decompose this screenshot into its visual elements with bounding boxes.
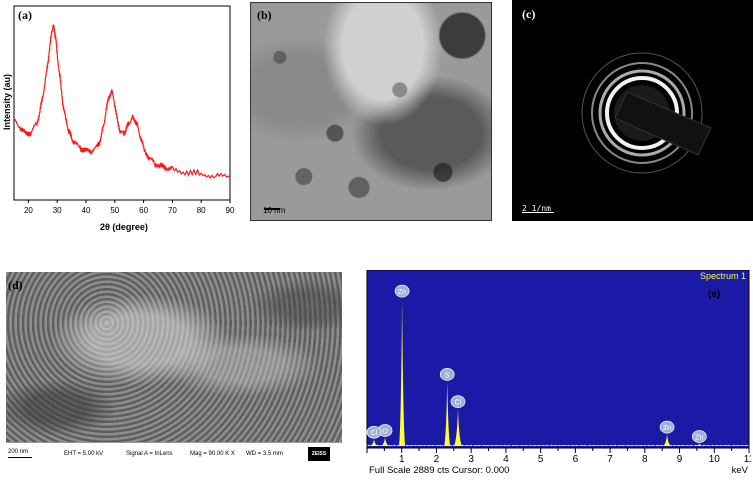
panel-e-label: (e) [708, 289, 720, 300]
xrd-x-tick-label: 70 [168, 206, 177, 215]
eds-x-tick-label: 6 [573, 454, 579, 465]
eds-x-tick-label: 1 [399, 454, 405, 465]
eds-peak [663, 434, 672, 446]
xrd-x-tick-label: 80 [197, 206, 206, 215]
eds-peak-label: Cl [371, 430, 378, 437]
eds-peak [444, 381, 451, 446]
eds-peak-marker [691, 430, 707, 443]
panel-b-tem-image: (b) 10 nm [250, 2, 492, 221]
sem-wd: WD = 3.5 mm [246, 451, 283, 457]
xrd-y-axis-label: Intensity (au) [2, 74, 12, 130]
eds-x-tick-label: 11 [744, 454, 751, 465]
eds-footer: Full Scale 2889 cts Cursor: 0.000 [369, 465, 509, 476]
eds-peak-marker [450, 395, 466, 408]
tem-scale-bar [264, 208, 280, 210]
eds-peak-marker [394, 284, 410, 298]
tem-scale-label: 10 nm [263, 206, 286, 215]
eds-peak-marker [659, 420, 675, 434]
eds-peak-label: O [382, 429, 388, 436]
eds-unit-label: keV [732, 465, 749, 476]
panel-c-label: (c) [522, 7, 536, 21]
eds-x-tick-label: 3 [468, 454, 474, 465]
panel-c-saed-image: (c) 2 1/nm [512, 0, 753, 221]
xrd-x-tick-label: 40 [82, 206, 91, 215]
eds-peak-marker [366, 425, 382, 439]
xrd-x-tick-label: 20 [24, 206, 33, 215]
eds-x-tick-label: 5 [538, 454, 544, 465]
panel-b-label: (b) [257, 8, 272, 22]
eds-peak-label: S [445, 372, 450, 379]
sem-scale-bar [8, 457, 32, 458]
xrd-series-line [13, 24, 231, 179]
xrd-x-axis-label: 2θ (degree) [100, 222, 148, 232]
xrd-x-tick-label: 60 [139, 206, 148, 215]
saed-scale-label: 2 1/nm [522, 204, 551, 213]
eds-x-tick-label: 8 [642, 454, 648, 465]
eds-peak [453, 408, 462, 446]
sem-scale-label: 200 nm [8, 449, 29, 455]
panel-a-label: (a) [18, 8, 32, 22]
xrd-x-tick-label: 30 [53, 206, 62, 215]
eds-spectrum-title: Spectrum 1 [700, 271, 746, 281]
eds-peak-label: Zn [695, 434, 703, 441]
eds-peak [369, 439, 378, 446]
saed-scale-bar [522, 212, 554, 213]
panel-d-sem-image: (d) 200 nm EHT = 5.00 kV Signal A = InLe… [6, 272, 342, 478]
saed-pattern [581, 52, 712, 174]
sem-micrograph [6, 272, 342, 442]
eds-peak [695, 443, 704, 446]
sem-info-bar: 200 nm EHT = 5.00 kV Signal A = InLens M… [6, 442, 342, 471]
panel-d-label: (d) [8, 278, 23, 292]
eds-peak-label: Cl [455, 400, 462, 407]
sem-mag: Mag = 90.00 K X [190, 451, 235, 457]
eds-chart: Zn S Cl O Cl Zn Zn 1 2 3 4 5 6 7 8 9 10 11 Spectrum 1 (e… [366, 269, 753, 476]
sem-eht: EHT = 5.00 kV [64, 451, 104, 457]
eds-x-tick-label: 2 [434, 454, 440, 465]
eds-x-tick-label: 7 [607, 454, 613, 465]
panel-e-eds: Zn S Cl O Cl Zn Zn 1 2 3 4 5 6 7 8 9 10 11 Spectrum 1 (e… [366, 269, 753, 478]
eds-baseline [367, 444, 749, 446]
xrd-x-tick-label: 50 [110, 206, 119, 215]
xrd-chart: 20 30 40 50 60 70 80 90 Intensity (au) 2θ (degr… [2, 5, 235, 232]
zeiss-logo: ZEISS [308, 447, 330, 461]
eds-x-tick-label: 10 [709, 454, 721, 465]
eds-x-tick-label: 9 [677, 454, 683, 465]
eds-peak-label: Zn [398, 289, 406, 296]
eds-peak-label: Zn [663, 425, 671, 432]
xrd-x-tick-label: 90 [226, 206, 235, 215]
eds-peak [381, 437, 390, 446]
eds-peak [399, 298, 406, 446]
eds-x-tick-label: 4 [503, 454, 509, 465]
sem-signal: Signal A = InLens [126, 451, 173, 457]
panel-a-xrd: 20 30 40 50 60 70 80 90 Intensity (au) 2θ (degr… [0, 0, 240, 232]
eds-peak-marker [439, 368, 455, 381]
